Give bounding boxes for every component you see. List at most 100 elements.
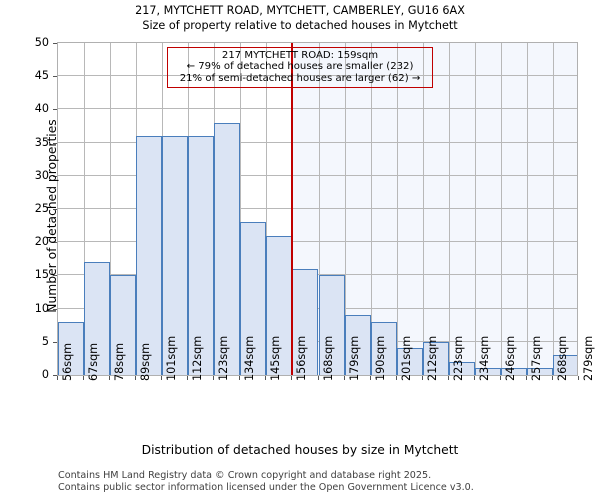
x-tick-label: 223sqm (451, 335, 465, 381)
x-tick-label: 67sqm (87, 342, 101, 381)
x-tick-label: 112sqm (191, 335, 205, 381)
x-tick-label: 201sqm (399, 335, 413, 381)
gridline-vertical (240, 43, 241, 375)
y-tick-label: 30 (34, 168, 49, 182)
x-tick-mark (500, 376, 501, 380)
x-tick-mark (396, 376, 397, 380)
x-axis-label: Distribution of detached houses by size … (141, 443, 459, 457)
histogram-bar (110, 275, 137, 375)
x-tick-mark (239, 376, 240, 380)
gridline-vertical (319, 43, 320, 375)
x-tick-label: 212sqm (425, 335, 439, 381)
x-tick-label: 101sqm (165, 335, 179, 381)
histogram-bar (84, 262, 111, 375)
annotation-line-3: 21% of semi-detached houses are larger (… (179, 72, 421, 84)
x-tick-mark (213, 376, 214, 380)
x-tick-mark (135, 376, 136, 380)
x-tick-label: 56sqm (61, 342, 74, 381)
gridline-horizontal (58, 75, 577, 77)
gridline-vertical (527, 43, 528, 375)
y-tick-label: 10 (34, 301, 49, 315)
x-tick-mark (83, 376, 84, 380)
property-annotation-box: 217 MYTCHETT ROAD: 159sqm ← 79% of detac… (167, 47, 433, 89)
y-tick-label: 0 (41, 368, 49, 381)
y-tick-label: 35 (34, 135, 49, 149)
x-tick-label: 246sqm (503, 335, 517, 381)
gridline-horizontal (58, 108, 577, 110)
y-tick-mark (53, 209, 57, 210)
x-tick-label: 78sqm (113, 342, 127, 381)
x-tick-label: 168sqm (321, 335, 335, 381)
gridline-vertical (449, 43, 450, 375)
y-tick-mark (53, 76, 57, 78)
gridline-vertical (345, 43, 346, 375)
gridline-vertical (553, 43, 554, 375)
x-tick-mark (474, 376, 475, 380)
gridline-vertical (501, 43, 502, 375)
y-axis-label: Number of detached properties (45, 119, 59, 313)
gridline-vertical (371, 43, 372, 375)
annotation-line-2: ← 79% of detached houses are smaller (23… (186, 61, 414, 73)
footer-line-1: Contains HM Land Registry data © Crown c… (58, 470, 432, 481)
gridline-vertical (266, 43, 267, 375)
gridline-vertical (397, 43, 398, 375)
footer-line-2: Contains public sector information licen… (58, 481, 474, 493)
histogram-bar (526, 368, 553, 375)
x-tick-mark (370, 376, 371, 380)
histogram-bar (58, 321, 85, 375)
y-tick-label: 50 (34, 36, 49, 49)
x-tick-mark (109, 376, 110, 380)
annotation-line-1: 217 MYTCHETT ROAD: 159sqm (221, 50, 379, 61)
chart-title-line-1: 217, MYTCHETT ROAD, MYTCHETT, CAMBERLEY,… (135, 4, 465, 17)
gridline-horizontal (58, 174, 577, 176)
x-tick-label: 268sqm (555, 335, 569, 381)
y-tick-label: 15 (34, 268, 49, 282)
y-tick-label: 20 (34, 235, 49, 249)
x-tick-label: 257sqm (529, 335, 543, 381)
x-tick-label: 279sqm (582, 335, 595, 381)
x-tick-label: 190sqm (373, 335, 387, 381)
x-tick-label: 123sqm (217, 335, 231, 381)
x-tick-label: 234sqm (477, 335, 491, 381)
y-tick-mark (53, 175, 57, 177)
histogram-bar (370, 321, 397, 375)
x-tick-mark (448, 376, 449, 380)
histogram-bar (396, 348, 423, 375)
chart-title: 217, MYTCHETT ROAD, MYTCHETT, CAMBERLEY,… (0, 3, 600, 33)
gridline-vertical (423, 43, 424, 375)
histogram-bar (344, 315, 371, 375)
x-tick-label: 179sqm (347, 335, 361, 381)
gridline-vertical (110, 43, 111, 375)
y-tick-mark (53, 275, 57, 277)
gridline-horizontal (58, 141, 577, 143)
gridline-horizontal (58, 208, 577, 209)
histogram-bar (422, 341, 449, 375)
x-tick-label: 89sqm (139, 342, 153, 381)
histogram-bar (266, 235, 293, 375)
x-tick-label: 145sqm (269, 335, 283, 381)
histogram-bar (318, 275, 345, 375)
x-tick-mark (161, 376, 162, 380)
x-tick-mark (291, 376, 292, 380)
y-tick-label: 25 (34, 202, 49, 215)
y-tick-label: 40 (34, 102, 49, 116)
y-tick-mark (53, 375, 57, 376)
histogram-bar (500, 368, 527, 375)
y-tick-label: 45 (34, 69, 49, 83)
x-tick-mark (578, 376, 579, 380)
chart-title-line-2: Size of property relative to detached ho… (142, 19, 458, 32)
histogram-bar (188, 135, 215, 375)
x-tick-mark (344, 376, 345, 380)
histogram-bar (448, 361, 475, 375)
x-tick-mark (422, 376, 423, 380)
histogram-bar (214, 122, 241, 375)
y-tick-mark (53, 142, 57, 144)
y-tick-mark (53, 109, 57, 111)
y-tick-mark (53, 43, 57, 44)
y-tick-mark (53, 242, 57, 244)
gridline-vertical (84, 43, 85, 375)
property-size-marker-line (291, 43, 294, 375)
x-tick-mark (318, 376, 319, 380)
y-tick-label: 5 (41, 334, 49, 348)
